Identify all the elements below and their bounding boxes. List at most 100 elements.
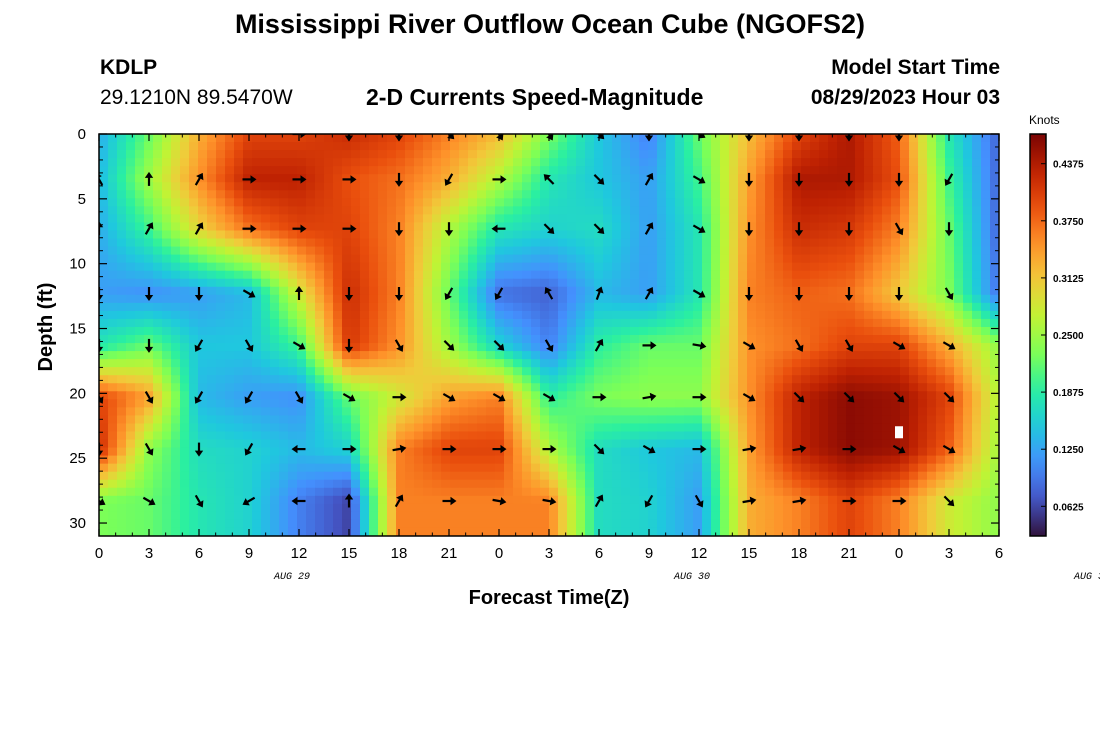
heatmap-cell xyxy=(972,359,982,368)
heatmap-cell xyxy=(648,310,658,320)
heatmap-cell xyxy=(540,166,550,175)
heatmap-cell xyxy=(252,302,262,312)
heatmap-cell xyxy=(468,383,478,392)
heatmap-cell xyxy=(954,246,964,256)
heatmap-cell xyxy=(486,230,496,240)
heatmap-cell xyxy=(540,423,550,433)
heatmap-cell xyxy=(774,343,784,352)
heatmap-cell xyxy=(909,527,919,536)
heatmap-cell xyxy=(234,222,244,232)
heatmap-cell xyxy=(315,198,325,207)
heatmap-cell xyxy=(720,230,730,240)
heatmap-cell xyxy=(360,463,370,473)
heatmap-cell xyxy=(603,182,613,191)
heatmap-cell xyxy=(603,278,613,288)
heatmap-cell xyxy=(927,399,937,408)
heatmap-cell xyxy=(117,166,127,175)
heatmap-cell xyxy=(855,471,865,481)
heatmap-cell xyxy=(135,423,145,433)
heatmap-cell xyxy=(279,343,289,352)
heatmap-cell xyxy=(648,503,658,513)
heatmap-cell xyxy=(990,343,999,352)
heatmap-cell xyxy=(459,302,469,312)
heatmap-cell xyxy=(333,503,343,513)
heatmap-cell xyxy=(648,351,658,360)
heatmap-cell xyxy=(720,351,730,360)
heatmap-cell xyxy=(801,367,811,376)
heatmap-cell xyxy=(144,439,154,449)
heatmap-cell xyxy=(477,158,487,167)
heatmap-cell xyxy=(171,254,181,264)
heatmap-cell xyxy=(657,471,667,481)
heatmap-cell xyxy=(567,359,577,368)
heatmap-cell xyxy=(990,503,999,513)
heatmap-cell xyxy=(639,351,649,360)
heatmap-cell xyxy=(729,254,739,264)
heatmap-cell xyxy=(819,134,829,143)
heatmap-cell xyxy=(234,166,244,175)
heatmap-cell xyxy=(432,471,442,481)
heatmap-cell xyxy=(396,230,406,240)
heatmap-cell xyxy=(684,527,694,536)
heatmap-cell xyxy=(963,182,973,191)
heatmap-cell xyxy=(765,351,775,360)
heatmap-cell xyxy=(684,479,694,489)
heatmap-cell xyxy=(567,399,577,408)
heatmap-cell xyxy=(450,182,460,191)
heatmap-cell xyxy=(486,150,496,159)
heatmap-cell xyxy=(864,310,874,320)
heatmap-cell xyxy=(234,519,244,529)
heatmap-cell xyxy=(567,214,577,224)
heatmap-cell xyxy=(306,230,316,240)
heatmap-cell xyxy=(360,455,370,465)
heatmap-cell xyxy=(567,471,577,481)
heatmap-cell xyxy=(504,335,514,344)
heatmap-cell xyxy=(351,214,361,224)
heatmap-cell xyxy=(405,174,415,183)
heatmap-cell xyxy=(126,262,136,272)
heatmap-cell xyxy=(117,182,127,191)
heatmap-cell xyxy=(189,383,199,392)
heatmap-cell xyxy=(864,302,874,312)
heatmap-cell xyxy=(432,278,442,288)
heatmap-cell xyxy=(945,246,955,256)
heatmap-cell xyxy=(144,270,154,280)
heatmap-cell xyxy=(270,335,280,344)
heatmap-cell xyxy=(495,150,505,159)
heatmap-cell xyxy=(756,222,766,232)
heatmap-cell xyxy=(612,487,622,497)
heatmap-cell xyxy=(783,214,793,224)
heatmap-cell xyxy=(891,286,901,296)
heatmap-cell xyxy=(720,463,730,473)
heatmap-cell xyxy=(198,214,208,224)
heatmap-cell xyxy=(162,375,172,384)
heatmap-cell xyxy=(540,367,550,376)
heatmap-cell xyxy=(801,415,811,425)
heatmap-cell xyxy=(306,471,316,481)
heatmap-cell xyxy=(522,359,532,368)
heatmap-cell xyxy=(612,383,622,392)
heatmap-cell xyxy=(945,134,955,143)
heatmap-cell xyxy=(414,423,424,433)
heatmap-cell xyxy=(315,383,325,392)
heatmap-cell xyxy=(621,511,631,521)
heatmap-cell xyxy=(927,423,937,433)
heatmap-cell xyxy=(297,294,307,304)
heatmap-cell xyxy=(729,222,739,232)
heatmap-cell xyxy=(279,367,289,376)
heatmap-cell xyxy=(432,206,442,215)
heatmap-cell xyxy=(387,343,397,352)
heatmap-cell xyxy=(711,495,721,505)
heatmap-cell xyxy=(567,447,577,457)
heatmap-cell xyxy=(945,182,955,191)
heatmap-cell xyxy=(954,455,964,465)
heatmap-cell xyxy=(351,174,361,183)
heatmap-cell xyxy=(540,375,550,384)
heatmap-cell xyxy=(549,415,559,425)
heatmap-cell xyxy=(765,310,775,320)
heatmap-cell xyxy=(540,326,550,336)
heatmap-cell xyxy=(117,294,127,304)
heatmap-cell xyxy=(954,343,964,352)
heatmap-cell xyxy=(927,463,937,473)
heatmap-cell xyxy=(810,375,820,384)
